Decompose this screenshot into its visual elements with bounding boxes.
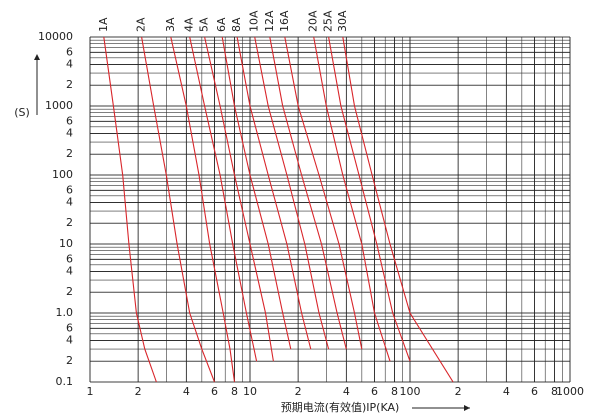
curve [342,36,454,383]
y-tick-label: 2 [66,285,73,298]
x-tick-label: 1 [87,385,94,398]
series-label: 4A [183,17,196,32]
series-label: 8A [230,17,243,32]
series-label: 30A [336,10,349,32]
series-label: 20A [307,10,320,32]
x-tick-label: 4 [343,385,350,398]
x-tick-label: 6 [211,385,218,398]
series-label: 2A [135,17,148,32]
x-tick-label: 8 [231,385,238,398]
x-tick-label: 10 [243,385,257,398]
y-axis-label: (S) [14,106,30,119]
y-tick-label: 6 [66,45,73,58]
curve [284,36,363,350]
x-tick-label: 8 [551,385,558,398]
y-tick-label: 0.1 [56,375,74,388]
y-tick-label: 10000 [38,30,73,43]
curve [141,36,216,383]
curve [189,36,258,362]
x-tick-label: 4 [183,385,190,398]
y-tick-label: 6 [66,183,73,196]
y-tick-label: 2 [66,354,73,367]
x-axis-arrowhead [464,405,470,411]
y-tick-label: 100 [52,168,73,181]
series-label: 5A [198,17,211,32]
x-tick-label: 2 [455,385,462,398]
curve [269,36,347,350]
curve [313,36,391,362]
y-tick-label: 4 [66,333,73,346]
y-tick-label: 4 [66,195,73,208]
y-tick-label: 2 [66,78,73,91]
series-label: 25A [322,10,335,32]
x-tick-label: 4 [503,385,510,398]
y-tick-label: 10 [59,237,73,250]
x-tick-label: 2 [295,385,302,398]
curve [221,36,292,350]
y-tick-label: 6 [66,252,73,265]
curve [170,36,236,383]
y-axis-arrowhead [34,54,40,60]
y-tick-label: 1000 [45,99,73,112]
series-label: 1A [97,17,110,32]
curve [254,36,330,350]
y-tick-label: 1.0 [56,306,74,319]
series-label: 16A [278,10,291,32]
curve [236,36,312,350]
y-tick-label: 2 [66,216,73,229]
curve [204,36,274,362]
x-axis-label: 预期电流(有效值)IP(KA) [281,400,400,414]
x-tick-label: 100 [400,385,421,398]
series-label: 6A [215,17,228,32]
y-tick-label: 2 [66,147,73,160]
x-tick-label: 6 [371,385,378,398]
y-tick-label: 4 [66,57,73,70]
x-tick-label: 1000 [556,385,584,398]
x-tick-label: 2 [135,385,142,398]
y-tick-label: 4 [66,126,73,139]
series-label: 12A [263,10,276,32]
series-label: 3A [164,17,177,32]
y-tick-label: 6 [66,114,73,127]
y-tick-label: 6 [66,321,73,334]
y-tick-label: 4 [66,264,73,277]
x-tick-label: 8 [391,385,398,398]
x-tick-label: 6 [531,385,538,398]
series-label: 10A [248,10,261,32]
curve [328,36,411,362]
curve [103,36,157,383]
